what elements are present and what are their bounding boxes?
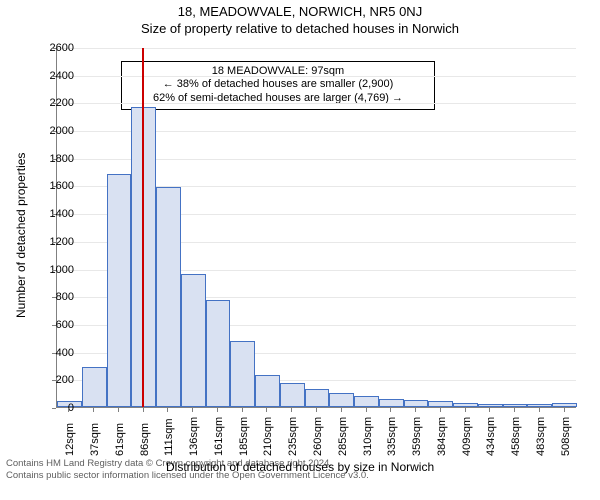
histogram-bar (527, 404, 552, 407)
y-tick-label: 600 (26, 319, 74, 331)
x-tick-label: 111sqm (163, 418, 175, 456)
histogram-bar (230, 341, 255, 407)
y-tick-label: 400 (26, 347, 74, 359)
x-tick-label: 384sqm (436, 417, 448, 456)
x-tick-mark (489, 408, 490, 412)
y-tick-mark (52, 103, 56, 104)
y-tick-label: 2200 (26, 97, 74, 109)
y-tick-label: 0 (26, 402, 74, 414)
gridline (57, 76, 576, 77)
x-tick-mark (93, 408, 94, 412)
histogram-bar (305, 389, 330, 407)
x-tick-label: 335sqm (386, 417, 398, 456)
y-tick-label: 200 (26, 374, 74, 386)
y-tick-label: 800 (26, 291, 74, 303)
y-tick-mark (52, 270, 56, 271)
histogram-bar (329, 393, 354, 407)
x-tick-mark (341, 408, 342, 412)
x-tick-mark (564, 408, 565, 412)
x-tick-mark (118, 408, 119, 412)
chart-container: Number of detached properties 18 MEADOWV… (0, 36, 600, 456)
x-tick-mark (539, 408, 540, 412)
y-tick-label: 2400 (26, 70, 74, 82)
x-tick-label: 434sqm (485, 417, 497, 456)
histogram-bar (82, 367, 107, 407)
x-axis-label: Distribution of detached houses by size … (166, 460, 434, 474)
y-tick-mark (52, 159, 56, 160)
histogram-bar (156, 187, 181, 407)
reference-line (142, 48, 144, 407)
x-tick-mark (465, 408, 466, 412)
x-tick-mark (291, 408, 292, 412)
x-tick-label: 61sqm (114, 423, 126, 456)
page-title: 18, MEADOWVALE, NORWICH, NR5 0NJ (0, 0, 600, 19)
y-tick-mark (52, 214, 56, 215)
y-tick-mark (52, 76, 56, 77)
y-tick-label: 2000 (26, 125, 74, 137)
y-tick-mark (52, 353, 56, 354)
x-tick-mark (68, 408, 69, 412)
x-tick-label: 185sqm (238, 417, 250, 456)
y-tick-label: 1200 (26, 236, 74, 248)
y-tick-label: 1600 (26, 180, 74, 192)
histogram-bar (107, 174, 132, 407)
x-tick-label: 86sqm (139, 423, 151, 456)
x-tick-mark (440, 408, 441, 412)
x-tick-mark (514, 408, 515, 412)
x-tick-mark (143, 408, 144, 412)
y-tick-mark (52, 242, 56, 243)
y-tick-mark (52, 380, 56, 381)
histogram-bar (354, 396, 379, 407)
y-tick-mark (52, 186, 56, 187)
y-tick-label: 1400 (26, 208, 74, 220)
y-tick-label: 1800 (26, 153, 74, 165)
x-tick-mark (266, 408, 267, 412)
x-tick-label: 37sqm (89, 423, 101, 456)
histogram-bar (206, 300, 231, 407)
x-tick-mark (415, 408, 416, 412)
annotation-line-2: ← 38% of detached houses are smaller (2,… (128, 78, 428, 92)
x-tick-mark (167, 408, 168, 412)
y-tick-mark (52, 408, 56, 409)
x-tick-mark (217, 408, 218, 412)
x-tick-label: 458sqm (510, 417, 522, 456)
x-tick-label: 483sqm (535, 417, 547, 456)
x-tick-label: 359sqm (411, 417, 423, 456)
histogram-bar (428, 401, 453, 407)
plot-area: 18 MEADOWVALE: 97sqm ← 38% of detached h… (56, 48, 576, 408)
x-tick-mark (242, 408, 243, 412)
y-tick-label: 1000 (26, 264, 74, 276)
x-tick-mark (192, 408, 193, 412)
histogram-bar (503, 404, 528, 407)
histogram-bar (379, 399, 404, 407)
histogram-bar (280, 383, 305, 407)
x-tick-mark (316, 408, 317, 412)
x-tick-label: 210sqm (262, 417, 274, 456)
y-tick-mark (52, 131, 56, 132)
x-tick-label: 136sqm (188, 417, 200, 456)
gridline (57, 103, 576, 104)
x-tick-label: 161sqm (213, 417, 225, 456)
x-tick-label: 310sqm (362, 417, 374, 456)
page-subtitle: Size of property relative to detached ho… (0, 19, 600, 36)
x-tick-label: 285sqm (337, 417, 349, 456)
x-tick-label: 260sqm (312, 417, 324, 456)
y-tick-mark (52, 297, 56, 298)
x-tick-label: 12sqm (64, 423, 76, 456)
histogram-bar (181, 274, 206, 407)
y-tick-label: 2600 (26, 42, 74, 54)
histogram-bar (404, 400, 429, 407)
x-tick-label: 508sqm (560, 417, 572, 456)
histogram-bar (453, 403, 478, 407)
x-tick-mark (390, 408, 391, 412)
y-tick-mark (52, 48, 56, 49)
x-tick-label: 409sqm (461, 417, 473, 456)
gridline (57, 48, 576, 49)
histogram-bar (478, 404, 503, 407)
x-tick-label: 235sqm (287, 417, 299, 456)
y-tick-mark (52, 325, 56, 326)
histogram-bar (255, 375, 280, 407)
histogram-bar (552, 403, 577, 407)
x-tick-mark (366, 408, 367, 412)
